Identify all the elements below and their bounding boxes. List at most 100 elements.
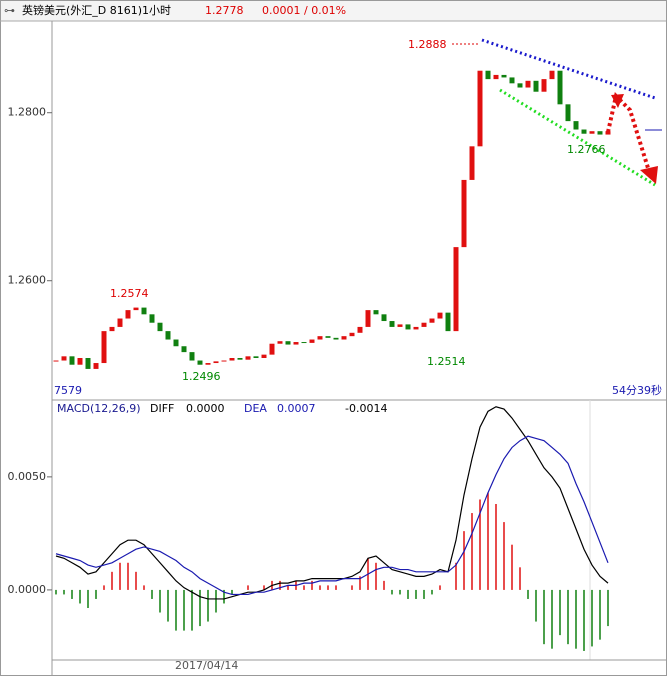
candle <box>445 312 451 332</box>
last-price: 1.2778 <box>205 4 244 17</box>
candle <box>189 352 195 361</box>
candle <box>77 358 83 365</box>
candle <box>525 80 531 88</box>
candle <box>165 331 171 340</box>
candle <box>469 146 475 180</box>
candle <box>389 321 395 327</box>
candle <box>373 310 379 315</box>
candle <box>405 324 411 330</box>
annotation: 7579 <box>54 384 82 397</box>
candle <box>581 129 587 134</box>
annotation: 54分39秒 <box>612 383 662 397</box>
candle <box>317 336 323 340</box>
annotation: 1.2514 <box>427 355 466 368</box>
candle <box>125 310 131 319</box>
candle <box>133 307 139 311</box>
dea-label: DEA <box>244 402 267 415</box>
annotation: 1.2888 <box>408 38 447 51</box>
annotation: 1.2496 <box>182 370 221 383</box>
y-tick-label: 1.2600 <box>8 274 47 287</box>
candle <box>397 324 403 327</box>
candle <box>333 337 339 340</box>
candle <box>269 343 275 355</box>
x-label: 2017/04/14 <box>175 659 238 672</box>
candle <box>141 307 147 315</box>
candle <box>301 342 307 344</box>
candle <box>349 332 355 337</box>
candle <box>157 322 163 332</box>
header-bar <box>1 1 666 21</box>
candle <box>285 341 291 345</box>
trend-line <box>499 88 656 187</box>
candle <box>85 358 91 369</box>
candle <box>253 356 259 358</box>
candle <box>101 331 107 364</box>
candle <box>589 131 595 134</box>
candle <box>533 80 539 92</box>
candle <box>109 326 115 332</box>
arrow-head <box>611 94 624 108</box>
candle <box>53 360 59 362</box>
candle <box>205 363 211 365</box>
candle <box>261 354 267 358</box>
candle <box>61 356 67 361</box>
candle <box>357 326 363 333</box>
candle <box>245 356 251 360</box>
macd-title: MACD(12,26,9) <box>57 402 141 415</box>
candle <box>501 74 507 78</box>
y-tick-label: 0.0050 <box>8 470 47 483</box>
macd-line <box>55 435 609 596</box>
candle <box>93 363 99 369</box>
y-tick-label: 1.2800 <box>8 106 47 119</box>
diff-label: DIFF <box>150 402 174 415</box>
candle <box>69 356 75 365</box>
candle <box>509 77 515 84</box>
candle <box>325 336 331 338</box>
change: 0.0001 / 0.01% <box>262 4 346 17</box>
candle <box>221 360 227 362</box>
candle <box>293 342 299 345</box>
candle <box>493 74 499 80</box>
candle <box>365 310 371 327</box>
annotation: 1.2766 <box>567 143 606 156</box>
candle <box>557 70 563 105</box>
arrow-head <box>640 166 658 184</box>
candle <box>197 360 203 365</box>
candle <box>517 83 523 88</box>
candle <box>453 247 459 332</box>
diff-value: 0.0000 <box>186 402 225 415</box>
trend-line <box>481 38 656 100</box>
candle <box>381 314 387 322</box>
candle <box>485 70 491 80</box>
y-tick-label: 0.0000 <box>8 583 47 596</box>
candle <box>437 312 443 319</box>
candle <box>117 318 123 327</box>
arrow <box>606 92 650 169</box>
dea-value: 0.0007 <box>277 402 316 415</box>
candle <box>541 79 547 92</box>
macd-line <box>55 406 609 600</box>
candle <box>477 70 483 147</box>
candle <box>573 121 579 130</box>
candle <box>597 131 603 135</box>
candle <box>173 339 179 347</box>
candle <box>229 358 235 361</box>
candle <box>421 322 427 327</box>
candle <box>341 336 347 340</box>
candle <box>461 179 467 248</box>
candle <box>237 358 243 360</box>
candle <box>277 341 283 344</box>
candle <box>605 131 611 135</box>
candle <box>429 318 435 323</box>
candle <box>549 70 555 80</box>
candle <box>181 346 187 353</box>
title: 英镑美元(外汇_D 8161)1小时 <box>22 3 171 17</box>
icon[interactable]: ⊶ <box>4 4 15 17</box>
candle <box>213 361 219 364</box>
annotation: 1.2574 <box>110 287 149 300</box>
candle <box>565 104 571 122</box>
candle <box>309 339 315 343</box>
macd-value: -0.0014 <box>345 402 387 415</box>
candle <box>413 326 419 330</box>
